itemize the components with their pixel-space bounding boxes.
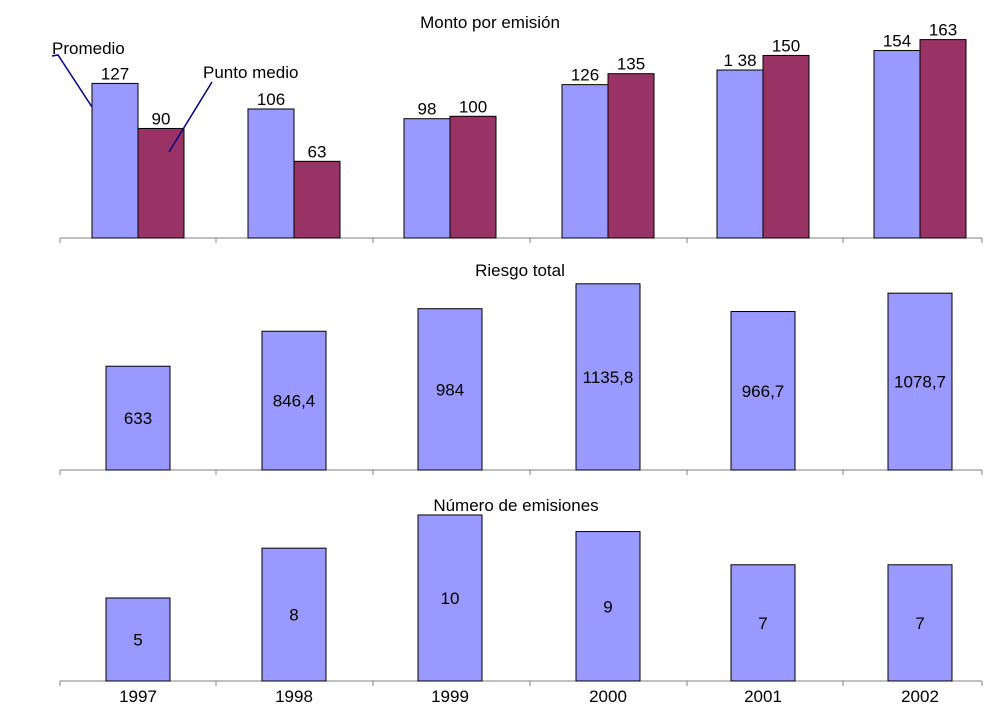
- data-label-riesgo-1998: 846,4: [273, 392, 316, 411]
- data-label-riesgo-2002: 1078,7: [894, 373, 946, 392]
- data-label-emisiones-1997: 5: [133, 630, 142, 649]
- bar-riesgo-1998: [261, 330, 327, 471]
- x-tick-label-1999: 1999: [431, 687, 469, 706]
- bar-punto-medio-2002: [919, 39, 967, 239]
- title-numero-de-emisiones: Número de emisiones: [433, 496, 598, 515]
- data-label-punto-medio-2002: 163: [929, 21, 957, 40]
- bar-promedio-1999: [403, 118, 451, 239]
- bar-punto-medio-1999: [449, 115, 497, 239]
- bar-riesgo-2000: [575, 283, 641, 471]
- data-label-promedio-1999: 98: [418, 100, 437, 119]
- data-label-emisiones-2001: 7: [758, 614, 767, 633]
- data-label-promedio-1998: 106: [257, 90, 285, 109]
- bar-riesgo-1999: [417, 308, 483, 471]
- bar-punto-medio-1998: [293, 160, 341, 239]
- data-label-emisiones-1998: 8: [289, 606, 298, 625]
- bar-emisiones-2002: [887, 564, 953, 682]
- x-tick-label-2000: 2000: [589, 687, 627, 706]
- data-label-emisiones-2002: 7: [915, 614, 924, 633]
- bar-promedio-1997: [91, 82, 139, 239]
- data-label-punto-medio-1999: 100: [459, 97, 487, 116]
- callout-line-promedio: [51, 54, 93, 108]
- data-label-punto-medio-1998: 63: [308, 142, 327, 161]
- x-tick-label-1998: 1998: [275, 687, 313, 706]
- data-label-emisiones-2000: 9: [603, 597, 612, 616]
- data-label-riesgo-2000: 1135,8: [583, 368, 634, 387]
- bar-promedio-2001: [716, 69, 764, 239]
- data-label-punto-medio-2000: 135: [617, 55, 645, 74]
- x-tick-label-1997: 1997: [119, 687, 157, 706]
- x-tick-label-2001: 2001: [744, 687, 782, 706]
- bar-promedio-2000: [561, 84, 609, 239]
- annotation-punto-medio: Punto medio: [203, 63, 298, 82]
- bar-emisiones-2000: [575, 531, 641, 682]
- data-label-riesgo-1999: 984: [436, 380, 464, 399]
- bar-punto-medio-2000: [607, 73, 655, 239]
- callout-line-punto-medio: [168, 81, 213, 153]
- bar-emisiones-2001: [730, 564, 796, 682]
- bar-riesgo-2001: [730, 311, 796, 471]
- data-label-riesgo-1997: 633: [124, 409, 152, 428]
- bar-emisiones-1998: [261, 547, 327, 682]
- data-label-promedio-2001: 1 38: [723, 51, 756, 70]
- bar-emisiones-1999: [417, 514, 483, 682]
- data-label-punto-medio-2001: 150: [772, 36, 800, 55]
- bar-riesgo-1997: [105, 365, 171, 471]
- bar-punto-medio-2001: [762, 54, 810, 239]
- bar-promedio-2002: [873, 50, 921, 239]
- data-label-promedio-2000: 126: [571, 66, 599, 85]
- title-riesgo-total: Riesgo total: [475, 261, 565, 280]
- x-tick-label-2002: 2002: [901, 687, 939, 706]
- data-label-emisiones-1999: 10: [441, 589, 460, 608]
- title-monto-por-emision: Monto por emisión: [420, 13, 560, 32]
- bar-punto-medio-1997: [137, 127, 185, 239]
- data-label-promedio-1997: 127: [101, 64, 129, 83]
- bar-riesgo-2002: [887, 292, 953, 471]
- data-label-punto-medio-1997: 90: [152, 109, 171, 128]
- bar-promedio-1998: [247, 108, 295, 239]
- bar-emisiones-1997: [105, 597, 171, 682]
- annotation-promedio: Promedio: [52, 39, 125, 58]
- data-label-riesgo-2001: 966,7: [742, 382, 785, 401]
- data-label-promedio-2002: 154: [883, 32, 911, 51]
